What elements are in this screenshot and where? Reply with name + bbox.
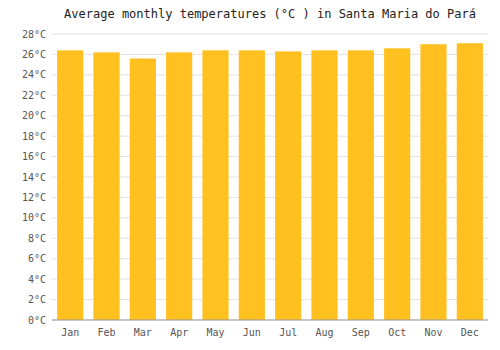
y-tick-label: 24°C — [22, 69, 46, 80]
bar — [311, 50, 337, 320]
y-tick-label: 20°C — [22, 110, 46, 121]
chart-container: Average monthly temperatures (°C ) in Sa… — [0, 0, 500, 350]
y-tick-label: 18°C — [22, 131, 46, 142]
x-axis-line — [52, 320, 488, 321]
bar — [457, 43, 483, 320]
x-tick-label: Jun — [243, 327, 261, 338]
title: Average monthly temperatures (°C ) in Sa… — [64, 7, 476, 21]
x-tick-label: Nov — [424, 327, 442, 338]
bar — [93, 52, 119, 320]
y-tick-label: 14°C — [22, 172, 46, 183]
y-tick-label: 26°C — [22, 49, 46, 60]
x-tick-label: Sep — [352, 327, 370, 338]
y-tick-label: 2°C — [28, 294, 46, 305]
y-tick-label: 22°C — [22, 90, 46, 101]
bar — [239, 50, 265, 320]
bar — [202, 50, 228, 320]
page: {"chart_data": {"type": "bar", "title": … — [0, 0, 500, 350]
y-tick-label: 8°C — [28, 233, 46, 244]
x-tick-label: Jan — [61, 327, 79, 338]
x-tick-label: Jul — [279, 327, 297, 338]
x-tick-label: Dec — [461, 327, 479, 338]
x-tick-label: May — [206, 327, 224, 338]
bar — [130, 59, 156, 320]
bars — [57, 43, 483, 320]
y-tick-label: 16°C — [22, 151, 46, 162]
x-tick-label: Feb — [97, 327, 115, 338]
x-tick-label: Apr — [170, 327, 188, 338]
y-tick-label: 6°C — [28, 253, 46, 264]
x-tick-label: Oct — [388, 327, 406, 338]
bar — [348, 50, 374, 320]
bar — [166, 52, 192, 320]
y-tick-label: 10°C — [22, 212, 46, 223]
y-tick-label: 28°C — [22, 29, 46, 40]
y-tick-label: 4°C — [28, 274, 46, 285]
y-tick-label: 12°C — [22, 192, 46, 203]
bar — [420, 44, 446, 320]
x-tick-label: Mar — [134, 327, 152, 338]
bar — [384, 48, 410, 320]
grid-line — [52, 34, 488, 35]
grid-line — [52, 320, 488, 321]
chart: Average monthly temperatures (°C ) in Sa… — [0, 0, 500, 350]
grid — [52, 34, 488, 320]
bar — [275, 51, 301, 320]
x-tick-label: Aug — [315, 327, 333, 338]
bar — [57, 50, 83, 320]
y-tick-label: 0°C — [28, 315, 46, 326]
